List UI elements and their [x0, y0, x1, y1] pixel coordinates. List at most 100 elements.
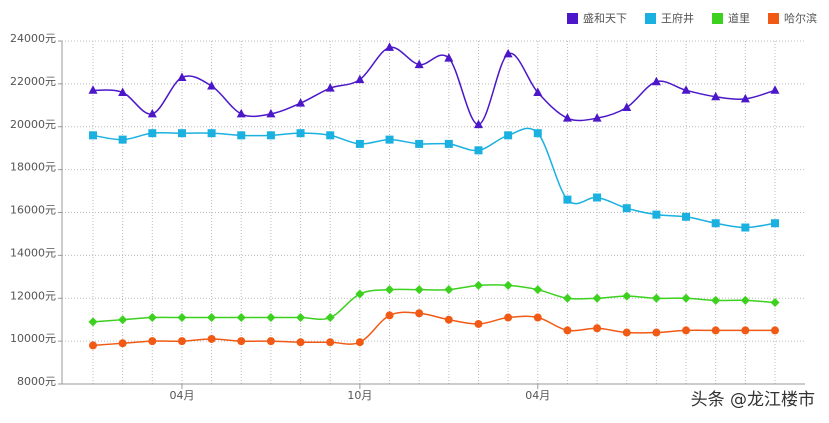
- point: [385, 311, 394, 320]
- point: [296, 98, 306, 107]
- point: [592, 293, 602, 303]
- point: [236, 313, 246, 323]
- point: [296, 313, 306, 323]
- point: [652, 210, 661, 219]
- point: [652, 328, 661, 337]
- point: [355, 338, 364, 347]
- x-tick-label: 04月: [169, 389, 194, 402]
- point: [651, 293, 661, 303]
- point: [651, 76, 661, 86]
- point: [741, 223, 750, 232]
- point: [89, 131, 97, 140]
- point: [444, 139, 453, 148]
- point: [385, 285, 395, 295]
- point: [563, 326, 572, 335]
- point: [414, 59, 424, 69]
- point: [207, 81, 217, 90]
- y-tick-label: 24000元: [10, 32, 56, 45]
- point: [770, 85, 780, 94]
- watermark: 头条 @龙江楼市: [691, 390, 815, 410]
- point: [533, 313, 542, 322]
- point: [118, 339, 127, 348]
- point: [147, 313, 157, 323]
- point: [622, 291, 632, 301]
- point: [88, 85, 98, 94]
- point: [593, 193, 602, 202]
- point: [236, 108, 246, 118]
- point: [237, 337, 246, 346]
- point: [533, 87, 543, 96]
- y-tick-label: 10000元: [10, 332, 56, 345]
- point: [563, 195, 572, 204]
- point: [266, 337, 275, 346]
- legend-label: 哈尔滨: [784, 11, 817, 25]
- point: [355, 139, 364, 148]
- point: [415, 309, 424, 318]
- y-tick-label: 16000元: [10, 204, 56, 217]
- point: [326, 131, 335, 140]
- point: [503, 280, 513, 290]
- y-tick-label: 14000元: [10, 246, 56, 259]
- point: [504, 131, 513, 140]
- y-tick-label: 22000元: [10, 75, 56, 88]
- point: [177, 313, 187, 323]
- point: [148, 129, 157, 138]
- point: [504, 313, 513, 322]
- point: [711, 91, 721, 101]
- point: [177, 337, 186, 346]
- point: [118, 87, 128, 96]
- point: [562, 113, 572, 122]
- point: [474, 319, 483, 328]
- point: [533, 285, 543, 295]
- point: [473, 280, 483, 290]
- point: [711, 219, 720, 228]
- point: [415, 139, 424, 148]
- point: [444, 53, 454, 62]
- point: [118, 315, 128, 325]
- point: [473, 119, 483, 129]
- point: [414, 285, 424, 295]
- point: [592, 113, 602, 122]
- point: [89, 341, 97, 350]
- point: [562, 293, 572, 303]
- point: [326, 338, 335, 347]
- point: [266, 108, 276, 118]
- point: [296, 129, 305, 138]
- point: [711, 295, 721, 305]
- point: [266, 131, 275, 140]
- legend-label: 王府井: [661, 11, 694, 25]
- point: [385, 42, 395, 51]
- point: [533, 129, 542, 138]
- x-tick-label: 04月: [525, 389, 550, 402]
- point: [622, 204, 631, 213]
- point: [207, 334, 216, 343]
- point: [444, 285, 454, 295]
- point: [740, 93, 750, 103]
- y-tick-label: 12000元: [10, 289, 56, 302]
- y-tick-label: 18000元: [10, 161, 56, 174]
- point: [207, 129, 216, 138]
- point: [682, 212, 691, 221]
- point: [88, 317, 98, 327]
- point: [622, 102, 632, 111]
- point: [682, 326, 691, 335]
- legend-label: 道里: [728, 11, 750, 25]
- point: [355, 74, 365, 84]
- point: [622, 328, 631, 337]
- x-tick-label: 10月: [347, 389, 372, 402]
- point: [266, 313, 276, 323]
- point: [771, 219, 779, 228]
- y-tick-label: 20000元: [10, 118, 56, 131]
- point: [593, 324, 602, 333]
- point: [741, 326, 750, 335]
- y-tick-label: 8000元: [17, 375, 56, 388]
- point: [147, 108, 157, 118]
- point: [711, 326, 720, 335]
- point: [474, 146, 483, 155]
- legend-swatch: [768, 13, 779, 24]
- point: [296, 338, 305, 347]
- point: [118, 135, 127, 144]
- point: [681, 293, 691, 303]
- point: [355, 289, 365, 299]
